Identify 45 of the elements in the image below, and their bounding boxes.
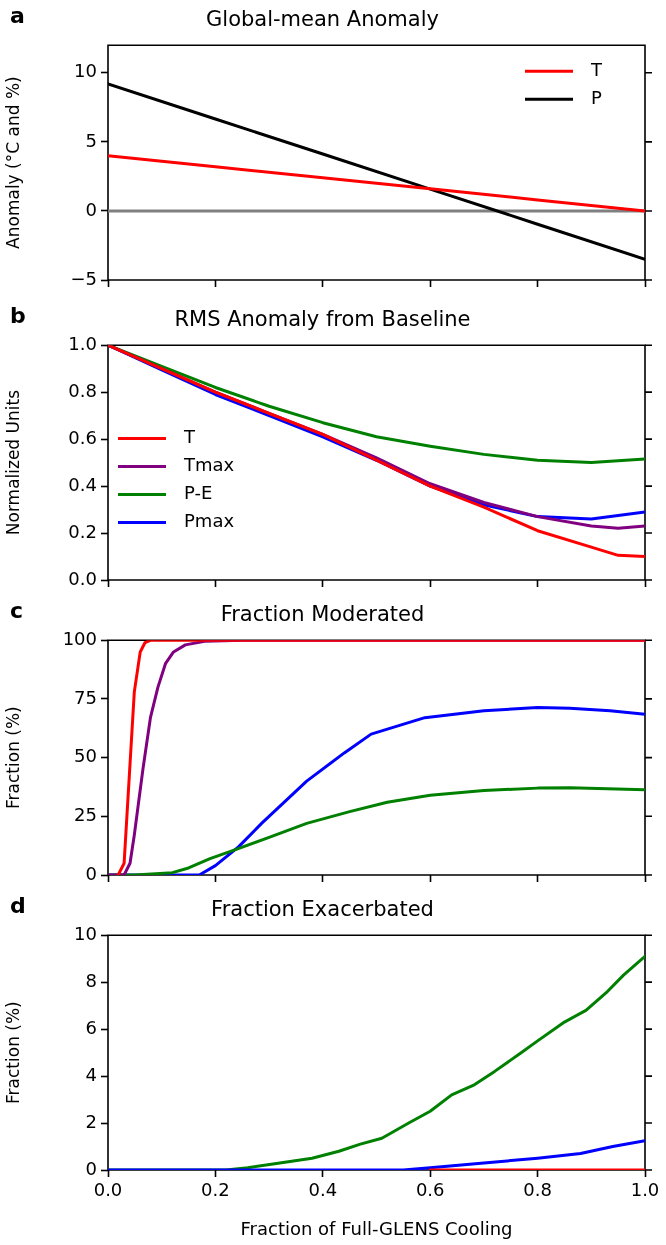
legend-label: Pmax	[184, 510, 235, 532]
chart-title: RMS Anomaly from Baseline	[174, 307, 471, 332]
x-tick-label: 0.6	[415, 1179, 445, 1201]
y-tick-label: 0.8	[68, 379, 97, 401]
legend-label: Tmax	[183, 454, 235, 476]
x-tick-label: 0.8	[523, 1179, 552, 1201]
x-tick-label: 1.0	[630, 1179, 660, 1201]
text: a	[10, 2, 25, 28]
legend-label: P-E	[184, 482, 213, 504]
y-tick-label: 10	[74, 60, 97, 82]
y-tick-label: 100	[62, 627, 97, 649]
legend-label: T	[590, 58, 603, 80]
text: b	[10, 302, 26, 328]
chart-title: Global-mean Anomaly	[206, 7, 439, 32]
y-tick-label: 8	[85, 969, 97, 991]
y-axis-title: Normalized Units	[2, 389, 23, 536]
y-tick-label: 6	[85, 1016, 97, 1038]
y-tick-label: 0.4	[68, 473, 97, 495]
y-axis-title: Fraction (%)	[2, 706, 23, 809]
x-tick-label: 0.2	[201, 1179, 230, 1201]
y-tick-label: 10	[74, 922, 97, 944]
legend-label: P	[591, 86, 602, 108]
x-axis-title: Fraction of Full-GLENS Cooling	[240, 1217, 513, 1239]
y-tick-label: 0	[85, 198, 97, 220]
y-tick-label: 0	[85, 1157, 97, 1179]
y-tick-label: 25	[74, 803, 97, 825]
y-tick-label: 0.0	[68, 567, 97, 589]
y-tick-label: 2	[85, 1110, 97, 1132]
y-tick-label: 5	[85, 129, 97, 151]
y-axis-title: Fraction (%)	[2, 1001, 23, 1104]
y-tick-label: 0.6	[68, 426, 97, 448]
y-tick-label: 75	[74, 686, 97, 708]
x-tick-label: 0.4	[308, 1179, 338, 1201]
y-tick-label: −5	[70, 267, 97, 289]
y-tick-label: 0.2	[68, 520, 97, 542]
legend-label: T	[183, 426, 196, 448]
y-axis-title: Anomaly (°C and %)	[2, 76, 23, 249]
chart-title: Fraction Moderated	[220, 602, 425, 627]
chart-title: Fraction Exacerbated	[211, 897, 434, 922]
y-tick-label: 0	[85, 862, 97, 884]
text: d	[10, 892, 26, 918]
text: c	[10, 597, 24, 623]
y-tick-label: 50	[74, 745, 97, 767]
y-tick-label: 1.0	[68, 332, 97, 354]
y-tick-label: 4	[85, 1063, 97, 1085]
